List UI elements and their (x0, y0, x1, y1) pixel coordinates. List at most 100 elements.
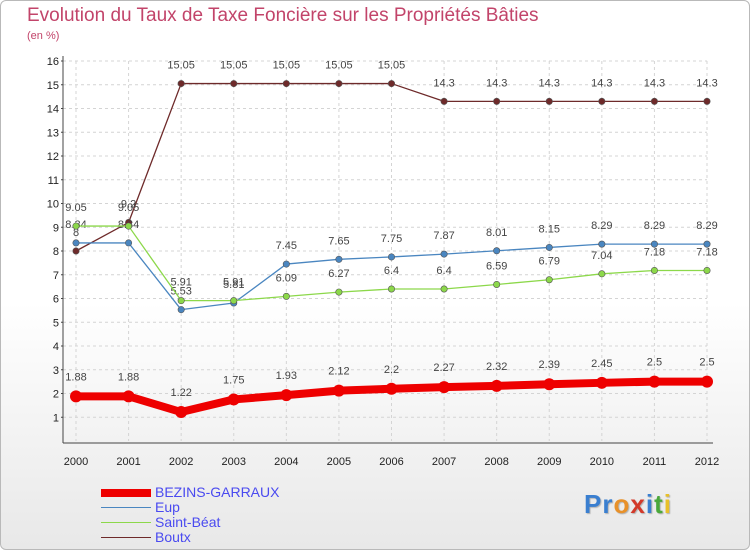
data-point (227, 393, 240, 406)
data-point (650, 266, 658, 274)
y-tick-label: 8 (53, 246, 59, 258)
data-point (650, 240, 658, 248)
data-label: 8.15 (539, 223, 560, 235)
data-label: 7.04 (591, 250, 612, 262)
logo-letter: o (613, 489, 631, 519)
y-tick-label: 4 (53, 341, 59, 353)
data-label: 5.81 (223, 279, 244, 291)
data-point (230, 80, 238, 88)
data-label: 14.3 (486, 77, 507, 89)
x-tick-label: 2005 (327, 456, 351, 468)
y-tick-label: 5 (53, 317, 59, 329)
data-label: 15.05 (220, 60, 248, 72)
data-label: 6.09 (276, 272, 297, 284)
data-point (545, 276, 553, 284)
data-label: 6.59 (486, 260, 507, 272)
data-label: 2.12 (328, 366, 349, 378)
data-point (598, 97, 606, 105)
data-point (595, 376, 608, 389)
data-label: 7.87 (433, 230, 454, 242)
data-label: 2.45 (591, 358, 612, 370)
y-tick-label: 15 (47, 80, 59, 92)
data-label: 9.05 (118, 202, 139, 214)
data-label: 14.3 (539, 77, 560, 89)
data-label: 15.05 (273, 60, 301, 72)
logo-letter: x (630, 489, 646, 519)
x-tick-label: 2010 (590, 456, 614, 468)
data-label: 2.5 (647, 357, 662, 369)
logo-letter: r (602, 489, 614, 519)
x-tick-label: 2006 (379, 456, 403, 468)
x-tick-label: 2000 (64, 456, 88, 468)
data-point (177, 80, 185, 88)
data-label: 2.27 (433, 362, 454, 374)
data-label: 7.75 (381, 233, 402, 245)
y-tick-label: 9 (53, 222, 59, 234)
data-label: 8.29 (644, 220, 665, 232)
data-point (703, 266, 711, 274)
y-tick-label: 12 (47, 151, 59, 163)
data-point (72, 239, 80, 247)
x-tick-label: 2009 (537, 456, 561, 468)
data-label: 7.18 (696, 246, 717, 258)
chart-title: Evolution du Taux de Taxe Foncière sur l… (27, 5, 539, 26)
data-label: 7.45 (276, 240, 297, 252)
data-point (72, 222, 80, 230)
data-label: 6.4 (384, 265, 399, 277)
data-label: 5.91 (223, 277, 244, 289)
data-point (335, 80, 343, 88)
data-point (332, 384, 345, 397)
data-label: 6.79 (539, 256, 560, 268)
logo-letter: i (645, 489, 655, 519)
data-label: 2.32 (486, 361, 507, 373)
data-point (438, 381, 451, 394)
data-point (703, 97, 711, 105)
data-label: 2.5 (699, 357, 714, 369)
data-label: 14.3 (591, 77, 612, 89)
data-label: 14.3 (696, 77, 717, 89)
legend-swatch-eup (101, 507, 151, 508)
data-point (335, 255, 343, 263)
data-point (387, 285, 395, 293)
y-tick-label: 3 (53, 365, 59, 377)
data-label: 1.93 (276, 370, 297, 382)
data-point (440, 97, 448, 105)
data-label: 7.65 (328, 235, 349, 247)
data-label: 2.39 (539, 359, 560, 371)
logo-letter: i (663, 489, 672, 519)
data-point (493, 280, 501, 288)
x-tick-label: 2003 (222, 456, 246, 468)
x-tick-label: 2004 (274, 456, 298, 468)
data-point (70, 390, 82, 403)
data-label: 8.01 (486, 227, 507, 239)
data-point (282, 80, 290, 88)
data-label: 8.29 (696, 220, 717, 232)
data-label: 9.05 (65, 202, 86, 214)
data-point (122, 390, 135, 403)
y-tick-label: 7 (53, 270, 59, 282)
data-label: 5.53 (170, 286, 191, 298)
data-label: 14.3 (433, 77, 454, 89)
data-point (335, 288, 343, 296)
data-point (545, 243, 553, 251)
data-label: 6.27 (328, 268, 349, 280)
data-point (440, 250, 448, 258)
data-point (648, 375, 661, 388)
data-label: 1.88 (65, 371, 86, 383)
data-point (282, 292, 290, 300)
data-point (72, 247, 80, 255)
x-tick-label: 2002 (169, 456, 193, 468)
data-point (125, 239, 133, 247)
data-point (440, 285, 448, 293)
legend-label-boutx: Boutx (155, 529, 191, 545)
y-tick-label: 11 (48, 175, 59, 187)
data-point (177, 306, 185, 314)
legend-swatch-bezins (101, 489, 151, 497)
y-tick-label: 6 (53, 294, 59, 306)
legend-label-saint-beat: Saint-Béat (155, 514, 221, 530)
data-label: 9.2 (121, 199, 136, 211)
data-point (598, 270, 606, 278)
data-point (650, 97, 658, 105)
